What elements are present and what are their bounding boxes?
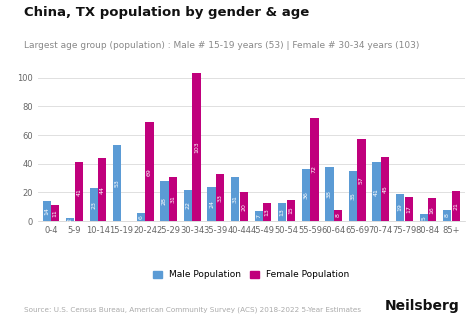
Text: 23: 23 [91,201,96,209]
Bar [263,203,272,221]
Legend: Male Population, Female Population: Male Population, Female Population [149,267,353,283]
Text: 45: 45 [383,185,388,193]
Text: 33: 33 [218,193,223,202]
Bar [428,198,437,221]
Bar [192,73,201,221]
Bar [169,177,177,221]
Text: 24: 24 [209,200,214,208]
Bar [184,190,192,221]
Text: Largest age group (population) : Male # 15-19 years (53) | Female # 30-34 years : Largest age group (population) : Male # … [24,41,419,50]
Bar [239,192,248,221]
Text: 31: 31 [171,195,175,203]
Bar [216,174,224,221]
Bar [66,218,74,221]
Text: 6: 6 [138,215,144,219]
Text: 16: 16 [430,206,435,214]
Text: 17: 17 [406,205,411,213]
Text: 69: 69 [147,168,152,176]
Bar [43,201,51,221]
Text: 22: 22 [185,201,191,210]
Text: 72: 72 [312,166,317,173]
Text: 28: 28 [162,197,167,205]
Bar [396,194,404,221]
Text: 13: 13 [265,208,270,216]
Text: 8: 8 [336,214,340,217]
Text: 38: 38 [327,190,332,198]
Text: 21: 21 [453,202,458,210]
Bar [90,188,98,221]
Text: 36: 36 [303,191,309,199]
Bar [381,156,389,221]
Bar [208,187,216,221]
Text: 2: 2 [68,218,73,222]
Bar [357,139,365,221]
Text: 14: 14 [44,207,49,215]
Text: Source: U.S. Census Bureau, American Community Survey (ACS) 2018-2022 5-Year Est: Source: U.S. Census Bureau, American Com… [24,306,361,313]
Text: 103: 103 [194,141,199,153]
Bar [349,171,357,221]
Text: 41: 41 [76,188,81,196]
Text: 41: 41 [374,188,379,196]
Bar [452,191,460,221]
Text: 11: 11 [53,210,58,217]
Bar [302,169,310,221]
Bar [145,122,154,221]
Bar [404,197,413,221]
Text: 15: 15 [288,207,293,214]
Text: 20: 20 [241,203,246,211]
Text: 19: 19 [398,204,403,211]
Bar [113,145,121,221]
Bar [255,211,263,221]
Text: 53: 53 [115,179,120,187]
Bar [160,181,169,221]
Text: 57: 57 [359,176,364,184]
Text: Neilsberg: Neilsberg [385,299,460,313]
Text: 13: 13 [280,208,285,216]
Bar [98,158,106,221]
Bar [310,118,319,221]
Bar [278,203,286,221]
Text: 8: 8 [445,214,450,217]
Text: 7: 7 [256,214,261,218]
Bar [287,200,295,221]
Bar [443,210,451,221]
Text: 35: 35 [351,192,356,200]
Bar [137,213,145,221]
Text: 44: 44 [100,185,105,194]
Bar [74,162,83,221]
Bar [373,162,381,221]
Text: 5: 5 [421,216,426,220]
Text: 31: 31 [233,195,237,203]
Bar [334,210,342,221]
Bar [51,205,59,221]
Bar [419,214,428,221]
Text: China, TX population by gender & age: China, TX population by gender & age [24,6,309,19]
Bar [325,167,334,221]
Bar [231,177,239,221]
